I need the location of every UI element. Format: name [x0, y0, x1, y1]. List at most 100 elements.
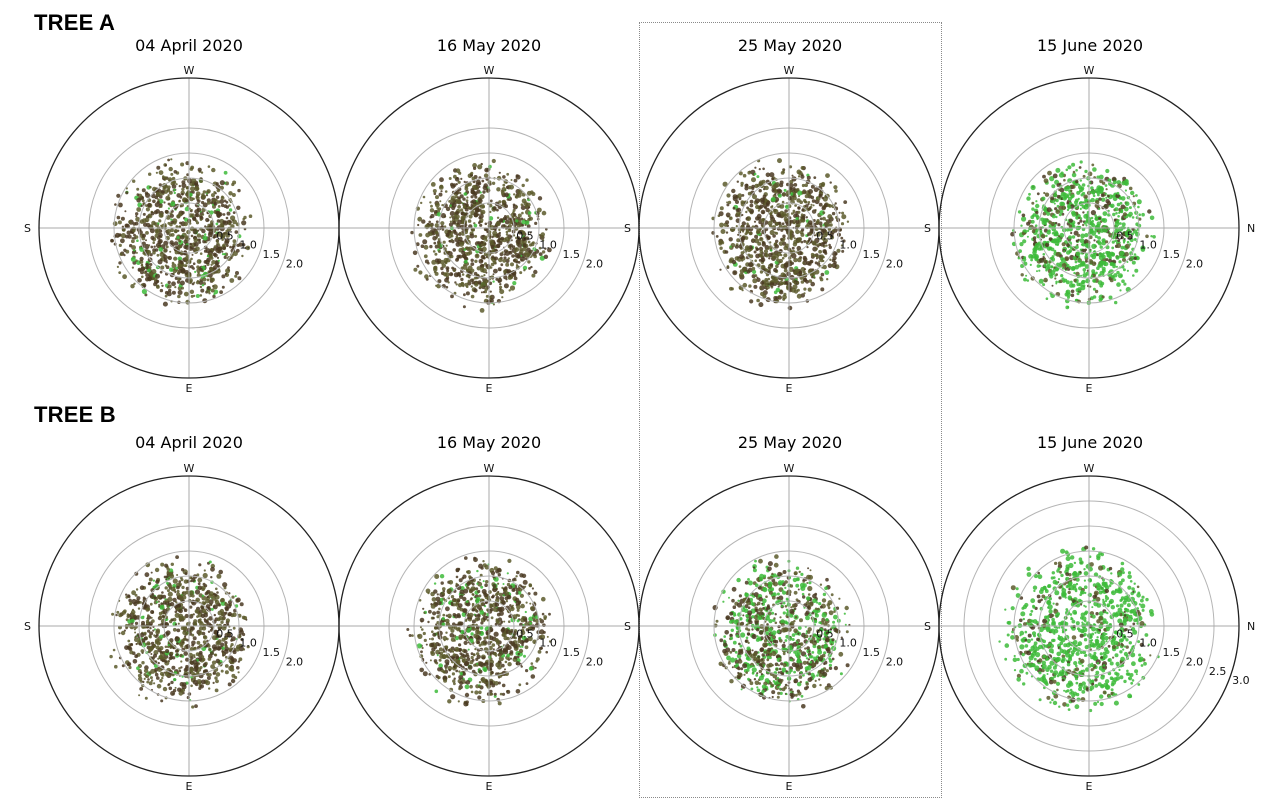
canopy-point: [828, 245, 832, 250]
canopy-point: [808, 189, 813, 194]
canopy-point: [1105, 188, 1108, 191]
canopy-point: [753, 220, 757, 223]
canopy-point: [778, 241, 784, 246]
canopy-point: [525, 220, 530, 225]
canopy-point: [416, 264, 420, 268]
canopy-point: [169, 573, 175, 579]
canopy-point: [753, 250, 757, 254]
canopy-point: [204, 225, 207, 228]
canopy-point: [1104, 192, 1107, 195]
canopy-point: [527, 240, 531, 244]
canopy-point: [719, 268, 722, 271]
canopy-point: [1122, 257, 1126, 262]
canopy-point: [500, 263, 504, 267]
canopy-point: [805, 279, 809, 284]
canopy-point: [177, 294, 181, 299]
canopy-point: [194, 270, 197, 273]
canopy-point: [211, 660, 217, 665]
canopy-point: [497, 701, 502, 706]
canopy-point: [755, 253, 760, 259]
canopy-point: [451, 672, 455, 676]
canopy-point: [211, 278, 214, 281]
canopy-point: [769, 263, 774, 267]
canopy-point: [769, 214, 774, 219]
compass-label-left: S: [624, 222, 631, 235]
canopy-point: [221, 235, 225, 239]
canopy-point: [819, 217, 823, 221]
canopy-point: [148, 172, 152, 176]
canopy-point: [509, 243, 513, 248]
canopy-point: [492, 206, 497, 211]
canopy-point: [1138, 213, 1141, 216]
canopy-point: [454, 281, 457, 284]
canopy-point: [482, 291, 485, 294]
canopy-point: [215, 182, 219, 186]
canopy-point: [755, 248, 759, 251]
canopy-point: [224, 670, 229, 675]
compass-label-bottom: E: [486, 382, 493, 395]
canopy-point: [183, 637, 187, 641]
canopy-point: [220, 203, 225, 208]
canopy-point: [1133, 238, 1137, 241]
canopy-point: [773, 183, 779, 189]
canopy-point: [1115, 212, 1118, 215]
canopy-point: [1063, 250, 1066, 253]
canopy-point: [202, 202, 208, 208]
canopy-point: [178, 669, 182, 673]
canopy-point: [754, 238, 760, 244]
canopy-point: [474, 282, 479, 287]
canopy-point: [428, 220, 432, 224]
canopy-point: [520, 205, 526, 211]
canopy-point: [460, 177, 463, 180]
canopy-point: [182, 641, 185, 644]
canopy-point: [230, 215, 236, 221]
canopy-point: [210, 263, 213, 266]
canopy-point: [1076, 233, 1081, 238]
canopy-point: [1101, 218, 1105, 222]
canopy-point: [807, 262, 812, 266]
canopy-point: [469, 684, 473, 689]
canopy-point: [138, 694, 141, 697]
canopy-point: [541, 612, 545, 616]
canopy-point: [159, 205, 163, 208]
canopy-point: [465, 199, 469, 203]
canopy-point: [448, 240, 451, 243]
canopy-point: [792, 195, 797, 201]
canopy-point: [1023, 256, 1027, 260]
canopy-point: [236, 205, 241, 210]
canopy-point: [185, 161, 190, 166]
canopy-point: [815, 255, 818, 258]
canopy-point: [810, 252, 815, 257]
canopy-point: [159, 634, 164, 639]
canopy-point: [789, 219, 794, 224]
canopy-point: [220, 642, 225, 647]
polar-panel: 0.51.01.52.0WE: [338, 64, 640, 395]
canopy-point: [136, 193, 140, 196]
canopy-point: [460, 215, 465, 220]
canopy-point: [757, 209, 761, 212]
canopy-point: [200, 679, 206, 685]
canopy-point: [217, 259, 220, 262]
canopy-point: [1056, 194, 1061, 199]
canopy-point: [1121, 181, 1126, 186]
canopy-point: [749, 199, 754, 204]
canopy-point: [444, 260, 448, 264]
canopy-point: [185, 186, 190, 190]
canopy-point: [231, 595, 235, 599]
canopy-point: [827, 203, 831, 207]
canopy-point: [1079, 189, 1082, 193]
canopy-point: [491, 158, 496, 164]
canopy-point: [1026, 221, 1031, 226]
canopy-point: [742, 173, 747, 178]
canopy-point: [1031, 229, 1036, 234]
canopy-point: [1101, 266, 1106, 271]
canopy-point: [822, 216, 826, 221]
canopy-point: [491, 255, 495, 259]
canopy-point: [463, 701, 469, 707]
canopy-point: [420, 201, 423, 205]
canopy-point: [168, 233, 173, 237]
canopy-point: [480, 254, 486, 260]
canopy-point: [764, 253, 770, 258]
canopy-point: [1073, 271, 1076, 275]
canopy-point: [1110, 251, 1114, 255]
